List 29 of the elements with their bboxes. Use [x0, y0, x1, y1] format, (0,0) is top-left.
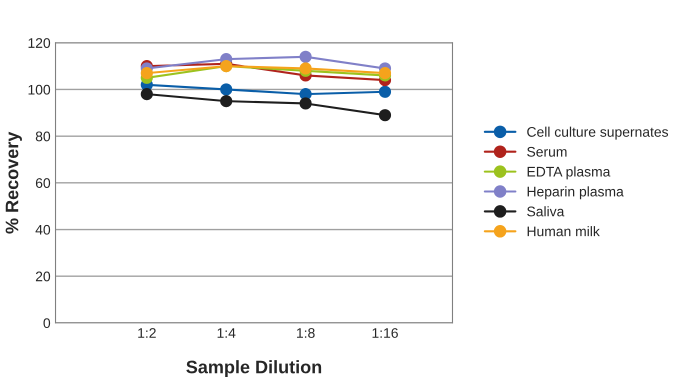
point	[220, 83, 232, 96]
y-tick-label: 0	[43, 318, 50, 328]
point	[300, 97, 312, 110]
y-tick-label: 120	[28, 38, 50, 48]
y-tick-label: 20	[36, 272, 50, 282]
legend-label: Serum	[527, 146, 566, 157]
point	[378, 109, 392, 122]
legend-label: Cell culture supernates	[527, 126, 668, 140]
point	[140, 67, 153, 80]
y-tick-label: 40	[36, 224, 50, 235]
y-tick-label: 80	[36, 131, 50, 142]
x-tick-label: 1:8	[297, 328, 315, 338]
point	[140, 88, 153, 100]
legend-label: Saliva	[527, 206, 564, 216]
point	[220, 95, 232, 108]
legend-label: Human milk	[528, 226, 600, 236]
x-tick-label: 1:2	[138, 328, 156, 338]
x-tick-label: 1:16	[372, 328, 398, 338]
y-axis-title: % Recovery	[6, 132, 22, 234]
y-tick-label: 60	[36, 178, 50, 188]
x-tick-label: 1:4	[218, 328, 236, 338]
legend-label: Heparin plasma	[528, 186, 624, 200]
y-tick-label: 100	[28, 84, 50, 95]
legend-label: EDTA plasma	[528, 166, 610, 180]
point	[378, 86, 392, 98]
point	[378, 67, 392, 80]
point	[300, 62, 312, 75]
point	[300, 50, 312, 63]
x-axis-title: Sample Dilution	[186, 360, 322, 377]
